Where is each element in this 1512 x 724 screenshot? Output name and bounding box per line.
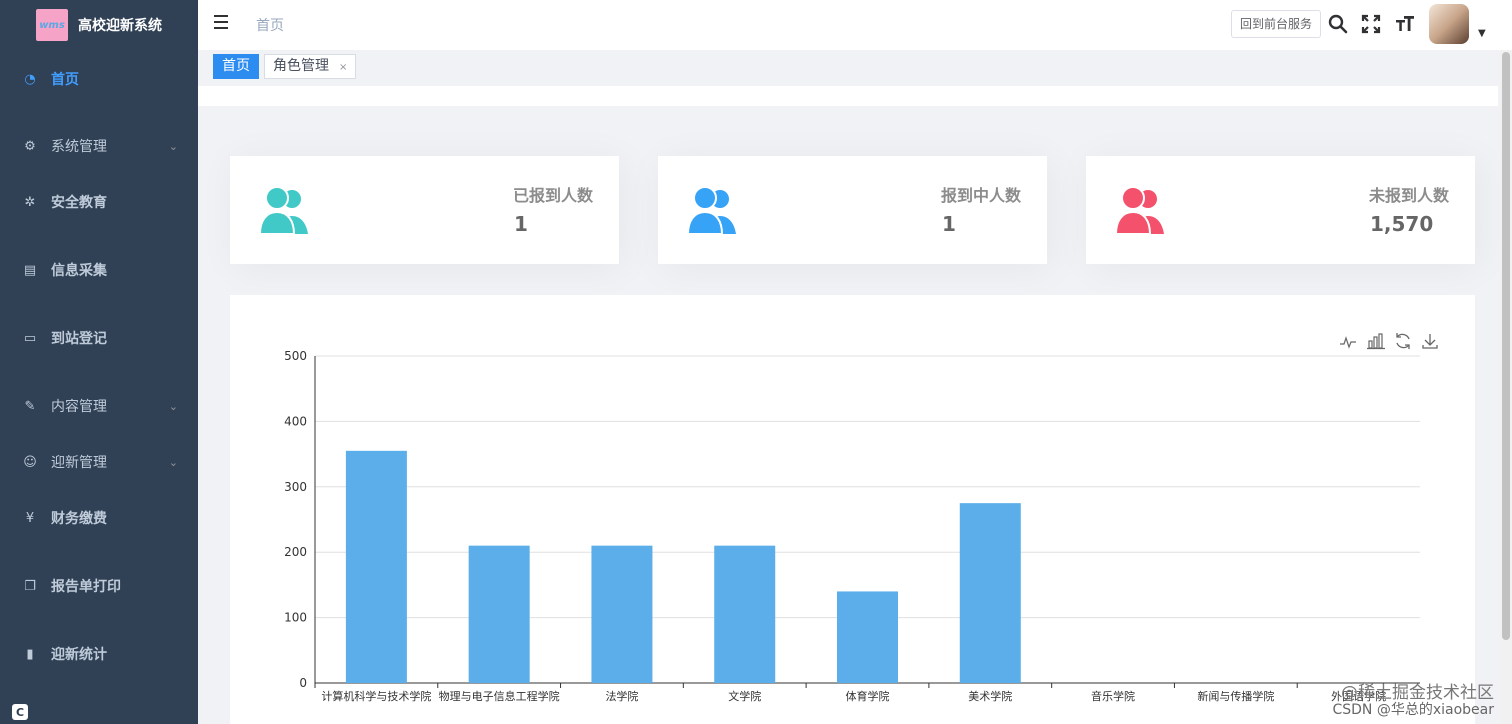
bar[interactable] <box>345 450 407 683</box>
watermark-line1: @稀土掘金技术社区 <box>1341 682 1494 703</box>
chevron-down-icon: ⌄ <box>168 139 178 153</box>
x-tick-label: 音乐学院 <box>1091 689 1135 703</box>
sidebar-item[interactable]: ❐ 报告单打印 <box>0 558 198 614</box>
stat-card-registering[interactable]: 报到中人数 1 <box>658 156 1047 264</box>
card-title: 报到中人数 <box>940 186 1021 205</box>
sidebar-item[interactable]: ▮ 迎新统计 <box>0 626 198 682</box>
chart-panel: 0 100 200 300 400 500 计算机科学与技术学院 物理与电子信息工程学院 法学院… <box>230 295 1475 724</box>
x-tick-label: 法学院 <box>605 689 638 703</box>
chevron-down-icon: ⌄ <box>168 455 178 469</box>
search-icon[interactable] <box>1326 12 1350 36</box>
card-title: 已报到人数 <box>512 186 593 205</box>
restore-icon[interactable] <box>1394 332 1412 350</box>
x-tick-label: 外国语学院 <box>1331 689 1386 703</box>
bar-chart-icon[interactable] <box>1367 332 1385 350</box>
bar[interactable] <box>591 545 653 683</box>
sidebar: wms 高校迎新系统 ◔ 首页 ⚙ 系统管理 ⌄ ✲ 安全教育 ▤ 信息采集 ▭ 到站登记 ✎ 内容管理… <box>0 0 198 724</box>
bar[interactable] <box>837 591 898 683</box>
gear-icon: ⚙ <box>24 138 36 154</box>
chevron-down-icon: ⌄ <box>168 399 178 413</box>
people-icon <box>260 186 308 235</box>
y-tick-label: 400 <box>284 414 307 428</box>
bar-chart-icon: ▮ <box>26 646 34 662</box>
y-tick-label: 0 <box>299 676 307 690</box>
sidebar-item[interactable]: ✲ 安全教育 <box>0 174 198 230</box>
front-service-button[interactable]: 回到前台服务 <box>1231 10 1322 38</box>
bar[interactable] <box>468 545 530 683</box>
x-tick-label: 计算机科学与技术学院 <box>321 689 431 703</box>
bar-chart: 0 100 200 300 400 500 计算机科学与技术学院 物理与电子信息工程学院 法学院… <box>284 349 1420 703</box>
sidebar-item-label: 首页 <box>51 72 79 88</box>
document-icon: ▤ <box>23 262 37 278</box>
y-tick-label: 200 <box>284 545 307 559</box>
sidebar-item[interactable]: ⚙ 系统管理 ⌄ <box>0 118 198 174</box>
logo-image: wms <box>36 9 68 41</box>
line-chart-icon[interactable] <box>1339 332 1357 350</box>
y-tick-label: 100 <box>284 611 307 625</box>
people-icon: ☺ <box>23 454 37 470</box>
sidebar-item[interactable]: ¥ 财务缴费 <box>0 490 198 546</box>
edit-icon: ✎ <box>24 398 36 414</box>
sidebar-item[interactable]: ◔ 首页 <box>0 51 198 107</box>
sidebar-item[interactable]: ▭ 到站登记 <box>0 310 198 366</box>
breadcrumb[interactable]: 首页 <box>256 18 284 34</box>
tags-view: 首页 角色管理 × <box>198 50 1512 84</box>
navbar: 首页 回到前台服务 ▼ <box>198 0 1512 50</box>
logo[interactable]: wms 高校迎新系统 <box>0 0 198 50</box>
card-value: 1 <box>942 212 956 236</box>
bug-icon: ✲ <box>24 194 36 210</box>
scrollbar[interactable] <box>1500 50 1512 724</box>
sidebar-item-label: 安全教育 <box>51 195 107 211</box>
people-icon <box>1116 186 1164 235</box>
y-tick-label: 500 <box>284 349 307 363</box>
tag-home[interactable]: 首页 <box>213 54 259 79</box>
bar[interactable] <box>959 503 1021 683</box>
sidebar-item[interactable]: ☺ 迎新管理 ⌄ <box>0 434 198 490</box>
scrollbar-thumb[interactable] <box>1502 52 1510 640</box>
dashboard-icon: ◔ <box>24 71 36 87</box>
sidebar-item-label: 迎新统计 <box>51 647 107 663</box>
sidebar-item-label: 内容管理 <box>51 399 107 415</box>
y-tick-label: 300 <box>284 480 307 494</box>
sidebar-item[interactable]: ▤ 信息采集 <box>0 242 198 298</box>
fullscreen-icon[interactable] <box>1359 12 1383 36</box>
yen-icon: ¥ <box>25 510 35 526</box>
collapse-icon[interactable]: C <box>12 704 28 720</box>
sidebar-item-label: 系统管理 <box>51 139 107 155</box>
font-size-icon[interactable] <box>1393 12 1417 36</box>
app-title: 高校迎新系统 <box>78 18 162 34</box>
content-header <box>198 86 1498 106</box>
sidebar-item[interactable]: ✎ 内容管理 ⌄ <box>0 378 198 434</box>
logo-text: wms <box>39 19 65 31</box>
x-tick-label: 文学院 <box>728 689 761 703</box>
card-value: 1,570 <box>1370 212 1434 236</box>
sidebar-item-label: 报告单打印 <box>51 579 121 595</box>
hamburger-icon[interactable] <box>214 15 232 33</box>
close-icon[interactable]: × <box>339 62 348 73</box>
sidebar-item-label: 迎新管理 <box>51 455 107 471</box>
x-tick-label: 美术学院 <box>968 689 1012 703</box>
x-tick-label: 新闻与传播学院 <box>1197 689 1274 703</box>
watermark: @稀土掘金技术社区 CSDN @华总的xiaobear <box>1332 684 1494 718</box>
sidebar-item-label: 财务缴费 <box>51 511 107 527</box>
card-value: 1 <box>514 212 528 236</box>
tag-role-management[interactable]: 角色管理 × <box>264 54 357 79</box>
bar[interactable] <box>714 545 776 683</box>
stat-card-registered[interactable]: 已报到人数 1 <box>230 156 619 264</box>
x-tick-label: 物理与电子信息工程学院 <box>439 689 560 703</box>
calendar-icon: ▭ <box>23 330 37 346</box>
people-icon <box>688 186 736 235</box>
copy-icon: ❐ <box>24 578 36 594</box>
x-tick-label: 体育学院 <box>846 689 890 703</box>
sidebar-item-label: 到站登记 <box>51 331 107 347</box>
avatar[interactable] <box>1429 4 1469 44</box>
watermark-line2: CSDN @华总的xiaobear <box>1332 701 1494 718</box>
download-icon[interactable] <box>1421 332 1439 350</box>
sidebar-item-label: 信息采集 <box>51 263 107 279</box>
chevron-down-icon[interactable]: ▼ <box>1478 28 1486 39</box>
card-title: 未报到人数 <box>1368 186 1449 205</box>
stat-card-unregistered[interactable]: 未报到人数 1,570 <box>1086 156 1475 264</box>
